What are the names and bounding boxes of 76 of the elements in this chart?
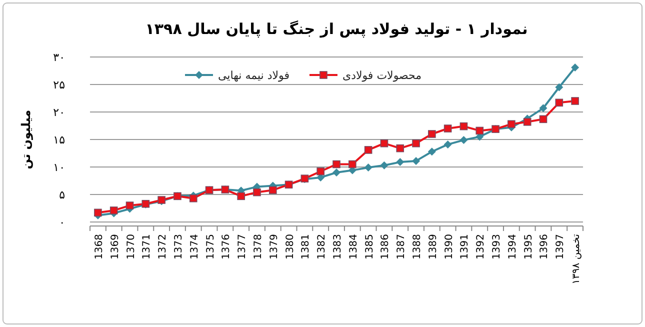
y-tick-label: ۲۰ <box>53 106 65 119</box>
y-tick-label: ۳۰ <box>53 51 65 64</box>
point <box>332 168 340 176</box>
y-tick-label: ۱۵ <box>53 134 66 146</box>
legend-label: محصولات فولادی <box>342 69 422 82</box>
point <box>348 160 356 168</box>
legend-label: فولاد نیمه نهایی <box>218 69 290 82</box>
x-tick-label: 1377 <box>237 234 248 260</box>
x-tick-label: 1380 <box>284 234 296 260</box>
point <box>380 161 388 170</box>
point <box>476 126 484 135</box>
x-tick-label: 1382 <box>316 234 328 260</box>
x-tick-label: 1376 <box>221 234 232 260</box>
point <box>237 192 245 200</box>
point <box>332 160 340 168</box>
point <box>508 120 516 128</box>
x-tick-label: 1371 <box>142 234 153 260</box>
x-tick-label: 1374 <box>189 234 200 260</box>
x-tick-label: 1390 <box>444 234 455 260</box>
point <box>555 83 564 92</box>
x-tick-label: 1384 <box>348 234 360 260</box>
x-tick-label: 1372 <box>158 234 169 260</box>
point <box>126 202 134 210</box>
x-tick-label: 1392 <box>476 234 487 260</box>
x-tick-label: 1396 <box>539 234 550 260</box>
x-tick-label: 1386 <box>380 234 392 260</box>
point <box>364 146 372 154</box>
x-tick-label: 1373 <box>173 234 184 260</box>
y-tick-label: ۵ <box>59 188 66 202</box>
point <box>396 144 404 152</box>
x-tick-label: 1387 <box>396 234 408 260</box>
point <box>412 156 420 165</box>
point <box>460 122 468 130</box>
point <box>94 208 102 217</box>
point <box>571 97 579 105</box>
y-axis-title: میلیون تن <box>19 110 33 170</box>
x-tick-label: 1369 <box>110 234 121 260</box>
point <box>460 136 468 144</box>
x-tick-label: 1394 <box>507 234 518 260</box>
point <box>364 164 372 172</box>
point <box>539 104 548 112</box>
point <box>444 124 452 132</box>
point <box>539 115 548 124</box>
x-tick-label: 1393 <box>492 234 503 260</box>
point <box>523 118 532 126</box>
x-tick-label: 1391 <box>460 234 471 260</box>
point <box>316 168 324 176</box>
x-tick-label: 1397 <box>555 234 566 260</box>
point <box>396 158 404 166</box>
x-tick-label: تخمین ۱۳۹۸ <box>571 234 582 284</box>
x-tick-label: 1395 <box>523 234 534 260</box>
x-tick-label: 1381 <box>300 234 312 260</box>
point <box>428 148 436 156</box>
x-tick-label: 1385 <box>364 234 376 260</box>
x-tick-label: 1379 <box>268 234 280 260</box>
point <box>428 130 436 138</box>
x-tick-label: 1378 <box>252 234 264 260</box>
x-tick-label: 1375 <box>205 234 216 260</box>
point <box>189 194 198 202</box>
x-tick-label: 1383 <box>332 234 344 260</box>
y-tick-label: ۰ <box>59 216 65 229</box>
x-tick-label: 1368 <box>94 234 105 260</box>
chart-title: نمودار ۱ - تولید فولاد پس از جنگ تا پایان سال ۱۳۹۸ <box>145 20 528 38</box>
point <box>444 140 452 148</box>
y-tick-label: ۲۵ <box>53 78 66 92</box>
point <box>253 188 261 196</box>
x-tick-label: 1370 <box>126 234 137 260</box>
point <box>380 139 388 148</box>
point <box>110 206 118 214</box>
x-tick-label: 1389 <box>428 234 439 260</box>
y-tick-label: ۱۰ <box>53 161 65 174</box>
point <box>268 186 277 194</box>
point <box>555 98 564 107</box>
point <box>571 63 580 72</box>
x-tick-label: 1388 <box>412 234 424 260</box>
point <box>412 139 420 148</box>
